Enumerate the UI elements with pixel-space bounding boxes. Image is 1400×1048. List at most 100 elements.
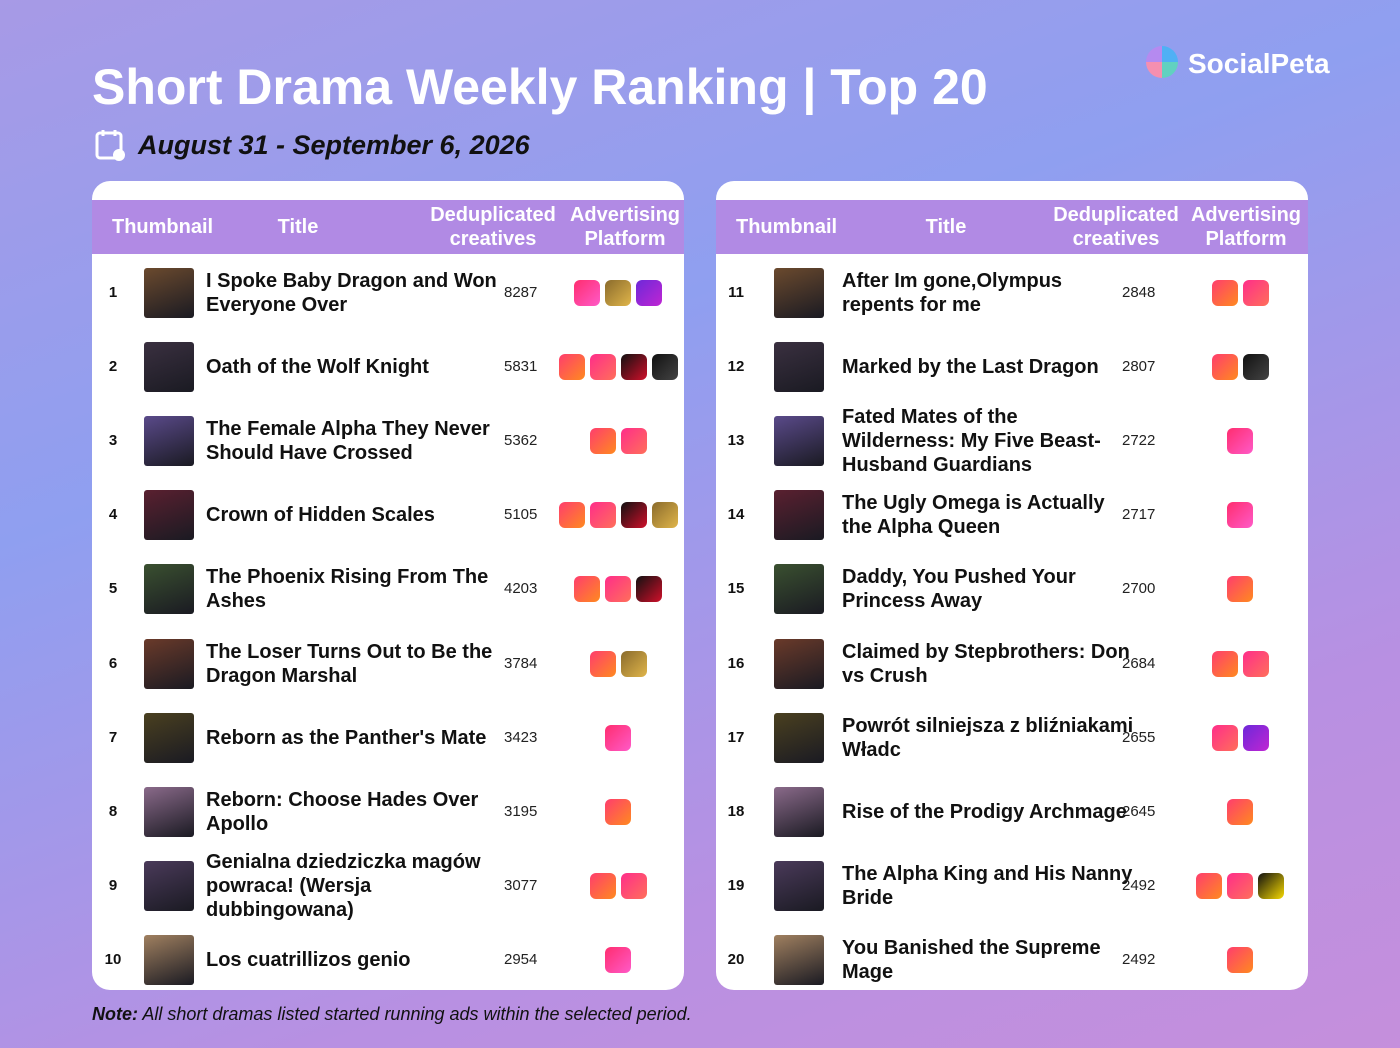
drama-title: Genialna dziedziczka magów powraca! (Wer… (206, 850, 481, 921)
column-header: Thumbnail (112, 216, 214, 238)
platform-icon (1242, 354, 1269, 381)
rank: 15 (727, 580, 745, 598)
drama-title: Reborn as the Panther's Mate (206, 726, 487, 749)
creatives: 2807 (1122, 358, 1156, 376)
drama-title: Rise of the Prodigy Archmage (842, 800, 1127, 823)
rank: 11 (728, 284, 744, 301)
rank: 17 (727, 728, 745, 746)
creatives: 2700 (1122, 580, 1156, 598)
ranking-panel: Thumbnail Title Deduplicated creatives Adve… (92, 181, 684, 990)
creatives: 2492 (1122, 950, 1156, 968)
platform-icon (558, 354, 585, 381)
creatives: 5362 (504, 432, 538, 450)
rank: 13 (727, 432, 745, 450)
rank: 18 (727, 802, 745, 820)
platform-icon (651, 354, 678, 381)
platform-icon (1196, 872, 1222, 899)
platform-icon (1227, 502, 1253, 529)
creatives: 2684 (1122, 654, 1156, 672)
note-label: Note: (92, 1004, 138, 1024)
column-header: Advertising Platform (569, 204, 681, 250)
thumbnail (144, 564, 194, 615)
platform-icon (620, 354, 647, 381)
column-header: Thumbnail (736, 216, 838, 238)
creatives: 2655 (1122, 728, 1156, 746)
platform-icon (1227, 872, 1253, 899)
calendar-icon (95, 130, 125, 161)
creatives: 3784 (504, 654, 538, 672)
platform-icon (1227, 798, 1253, 825)
thumbnail (144, 934, 194, 985)
drama-title: The Ugly Omega is Actually the Alpha Que… (842, 492, 1105, 539)
thumbnail (774, 786, 824, 837)
rank: 2 (108, 358, 118, 376)
title: Short Drama Weekly Ranking | Top 20 (92, 59, 988, 115)
platform-icon (589, 650, 616, 677)
platform-icon (620, 428, 647, 455)
platform-icon (1211, 724, 1238, 751)
thumbnail (144, 342, 194, 393)
platform-icon (574, 280, 600, 306)
platform-icon (589, 354, 616, 381)
thumbnail (144, 860, 194, 911)
drama-title: Marked by the Last Dragon (842, 356, 1099, 379)
header-band (716, 200, 1308, 254)
creatives: 2492 (1122, 876, 1156, 894)
rank: 19 (727, 876, 745, 894)
drama-title: Crown of Hidden Scales (206, 504, 435, 527)
thumbnail (144, 638, 194, 689)
platform-icon (1242, 650, 1269, 677)
drama-title: The Alpha King and His Nanny Bride (842, 862, 1133, 909)
creatives: 8287 (504, 284, 538, 301)
drama-title: After Im gone,Olympus repents for me (842, 270, 1063, 316)
thumbnail (144, 416, 194, 467)
thumbnail (144, 268, 194, 318)
thumbnail (774, 342, 824, 393)
thumbnail (144, 712, 194, 763)
column-header: Deduplicated creatives (430, 204, 556, 250)
platform-icon (605, 280, 631, 306)
rank: 3 (108, 432, 118, 450)
drama-title: Reborn: Choose Hades Over Apollo (206, 788, 479, 835)
thumbnail (144, 786, 194, 837)
drama-title: The Female Alpha They Never Should Have … (206, 418, 490, 465)
platform-icon (1258, 872, 1284, 899)
platform-icon (1227, 946, 1253, 973)
drama-title: Daddy, You Pushed Your Princess Away (842, 566, 1076, 613)
drama-title: You Banished the Supreme Mage (842, 936, 1101, 983)
header-band (92, 200, 684, 254)
creatives: 3423 (504, 728, 538, 746)
rank: 5 (108, 580, 118, 598)
platform-icon (620, 502, 647, 529)
drama-title: The Phoenix Rising From The Ashes (206, 566, 489, 613)
rank: 6 (108, 654, 118, 672)
platform-icon (589, 502, 616, 529)
thumbnail (774, 860, 824, 911)
platform-icon (605, 724, 631, 751)
thumbnail (144, 490, 194, 541)
drama-title: The Loser Turns Out to Be the Dragon Mar… (206, 640, 493, 687)
column-header: Title (925, 216, 967, 238)
rank: 7 (108, 728, 118, 746)
platform-icon (620, 872, 647, 899)
platform-icon (636, 280, 662, 306)
platform-icon (636, 576, 662, 603)
rank: 4 (108, 506, 118, 524)
creatives: 2717 (1122, 506, 1156, 524)
rank: 12 (727, 358, 745, 376)
thumbnail (774, 268, 824, 318)
ranking-panel: Thumbnail Title Deduplicated creatives Adve… (716, 181, 1308, 990)
drama-title: I Spoke Baby Dragon and Won Everyone Ove… (206, 270, 497, 316)
rank: 1 (108, 284, 118, 301)
platform-icon (589, 428, 616, 455)
creatives: 5105 (504, 506, 538, 524)
platform-icon (620, 650, 647, 677)
column-header: Advertising Platform (1190, 204, 1302, 250)
thumbnail (774, 638, 824, 689)
drama-title: Los cuatrillizos genio (206, 948, 411, 971)
drama-title: Claimed by Stepbrothers: Don vs Crush (842, 640, 1130, 687)
drama-title: Fated Mates of the Wilderness: My Five B… (842, 406, 1101, 477)
platform-icon (651, 502, 678, 529)
thumbnail (774, 934, 824, 985)
